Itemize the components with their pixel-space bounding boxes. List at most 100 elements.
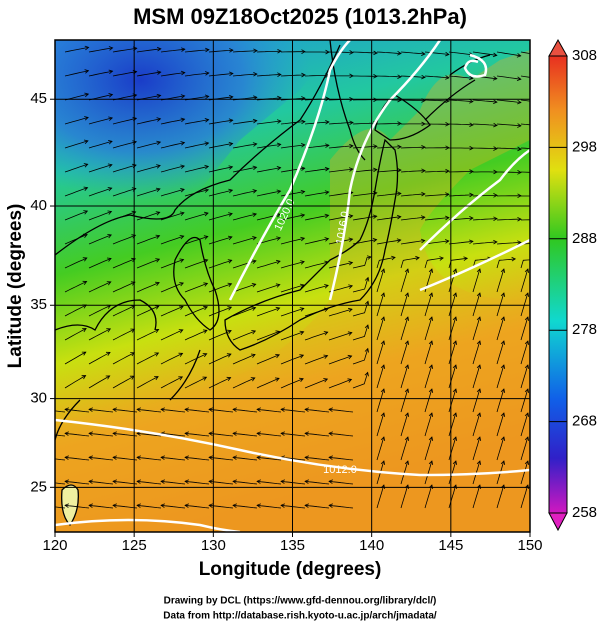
streamline-arrow	[155, 258, 161, 263]
streamline	[256, 144, 281, 149]
streamline	[472, 340, 481, 365]
streamline-arrow	[227, 306, 233, 311]
streamline-arrow	[380, 388, 386, 393]
streamline	[496, 364, 505, 389]
x-axis-label: Longitude (degrees)	[199, 559, 382, 580]
streamline-arrow	[275, 354, 280, 359]
streamline-arrow	[112, 407, 117, 412]
streamline-arrow	[64, 431, 69, 436]
streamline	[160, 282, 184, 293]
streamline-arrow	[439, 256, 444, 261]
streamline	[448, 484, 457, 509]
streamline	[112, 188, 136, 197]
streamline-arrow	[156, 70, 162, 75]
streamline-arrow	[179, 258, 185, 263]
streamline	[496, 292, 505, 317]
streamline	[112, 328, 135, 341]
streamline	[352, 239, 377, 245]
streamline-arrow	[204, 188, 210, 193]
streamline-arrow	[364, 347, 369, 353]
streamline-arrow	[476, 412, 482, 417]
streamline-arrow	[178, 329, 184, 334]
streamline	[472, 412, 481, 437]
streamline-arrow	[204, 94, 210, 100]
streamline	[232, 237, 257, 245]
streamline-arrow	[82, 257, 88, 262]
streamline	[232, 377, 255, 389]
map: 1020.0 1016.0 1012.0	[41, 40, 545, 532]
streamline	[496, 484, 505, 509]
streamline	[496, 75, 521, 80]
colorbar-tick-label: 308	[572, 47, 597, 64]
streamline-arrow	[364, 276, 370, 282]
streamline	[160, 306, 184, 317]
streamline-arrow	[404, 292, 410, 297]
streamline	[520, 147, 530, 149]
streamline-arrow	[184, 455, 189, 460]
streamline	[64, 47, 89, 53]
streamline-arrow	[156, 117, 162, 122]
streamline-arrow	[276, 166, 282, 171]
streamline-arrow	[108, 46, 114, 51]
streamline	[520, 99, 530, 102]
streamline	[257, 456, 282, 461]
streamline-arrow	[452, 316, 458, 321]
streamline	[55, 506, 66, 509]
streamline	[64, 375, 86, 389]
streamline-arrow	[232, 407, 237, 412]
streamline-arrow	[323, 354, 329, 359]
streamline-arrow	[469, 239, 474, 245]
streamline	[112, 141, 137, 149]
streamline	[184, 329, 208, 341]
streamline	[89, 408, 114, 413]
streamline	[329, 456, 354, 461]
streamline-arrow	[445, 215, 450, 221]
streamline	[424, 364, 433, 389]
streamline-arrow	[300, 166, 306, 171]
streamline-arrow	[476, 268, 482, 273]
streamline	[160, 212, 185, 221]
streamline-arrow	[524, 340, 530, 345]
streamline-arrow	[112, 503, 117, 508]
streamline-arrow	[517, 216, 522, 222]
streamline	[496, 388, 505, 413]
streamline	[328, 238, 353, 245]
streamline	[448, 316, 457, 341]
streamline-arrow	[250, 377, 256, 382]
streamline	[472, 241, 497, 245]
streamline	[520, 316, 529, 341]
streamline-arrow	[41, 408, 45, 412]
y-tick-label: 45	[30, 90, 47, 107]
streamline	[256, 74, 281, 77]
streamline-arrow	[275, 306, 281, 312]
streamline-arrow	[83, 210, 89, 215]
streamline-arrow	[500, 412, 506, 417]
streamline	[257, 408, 282, 413]
streamline	[88, 70, 113, 77]
streamline	[184, 49, 209, 53]
streamline	[472, 258, 492, 269]
streamline	[113, 504, 138, 509]
streamline-arrow	[280, 407, 285, 412]
streamline	[136, 188, 161, 197]
streamline	[257, 504, 282, 509]
streamline	[304, 191, 329, 197]
streamline	[376, 316, 385, 341]
streamline-arrow	[428, 316, 434, 321]
streamline-arrow	[304, 479, 309, 484]
streamline	[328, 145, 353, 149]
streamline-arrow	[524, 292, 530, 297]
streamline	[232, 120, 257, 125]
streamline	[448, 257, 468, 269]
streamline-arrow	[517, 146, 522, 152]
streamline-arrow	[82, 328, 87, 333]
streamline	[64, 257, 87, 269]
streamline	[328, 379, 352, 389]
streamline-arrow	[232, 455, 237, 460]
streamline-arrow	[184, 479, 189, 484]
streamline	[88, 375, 110, 389]
streamline	[328, 168, 353, 173]
streamline-arrow	[541, 101, 545, 105]
streamline-arrow	[84, 69, 90, 74]
streamline-arrow	[328, 479, 333, 484]
